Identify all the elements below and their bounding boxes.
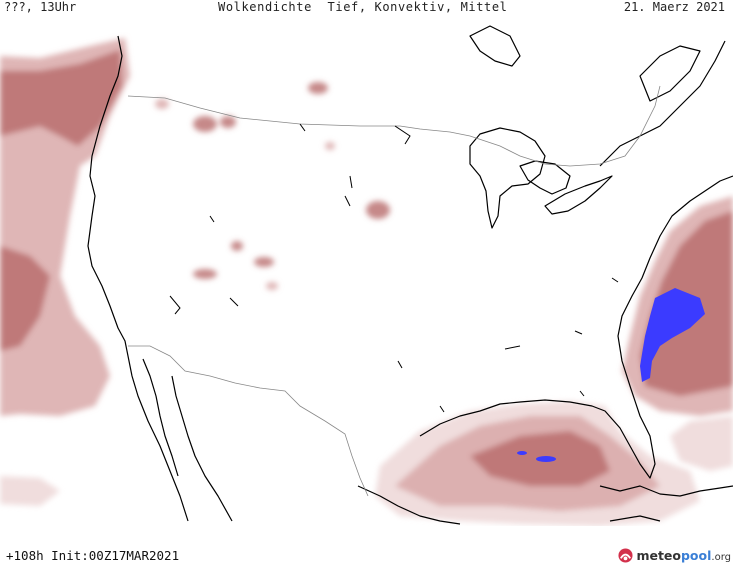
meteopool-logo-text: meteopool.org bbox=[636, 548, 731, 563]
pacific-cloud-field bbox=[0, 38, 130, 506]
logo-name-accent: pool bbox=[680, 547, 712, 563]
interior-cloud-cells bbox=[155, 82, 390, 290]
header-bar: ???, 13Uhr Wolkendichte Tief, Konvektiv,… bbox=[0, 0, 733, 16]
coastlines bbox=[87, 25, 733, 525]
gulf-cloud-field bbox=[375, 401, 700, 526]
valid-date-label: 21. Maerz 2021 bbox=[623, 0, 725, 14]
logo-name: meteo bbox=[636, 547, 681, 563]
political-borders bbox=[127, 85, 661, 497]
footer-bar: +108h Init:00Z17MAR2021 meteopool.org bbox=[0, 545, 733, 566]
forecast-init-label: +108h Init:00Z17MAR2021 bbox=[6, 548, 180, 563]
max-density-cells bbox=[517, 288, 705, 462]
logo-tld: .org bbox=[711, 551, 731, 563]
cloud-density-map bbox=[0, 25, 733, 526]
valid-time-label: ???, 13Uhr bbox=[4, 0, 77, 14]
map-title: Wolkendichte Tief, Konvektiv, Mittel bbox=[218, 0, 508, 14]
small-features bbox=[169, 123, 619, 413]
meteopool-logo-icon bbox=[618, 547, 633, 563]
meteopool-logo[interactable]: meteopool.org bbox=[618, 545, 731, 565]
